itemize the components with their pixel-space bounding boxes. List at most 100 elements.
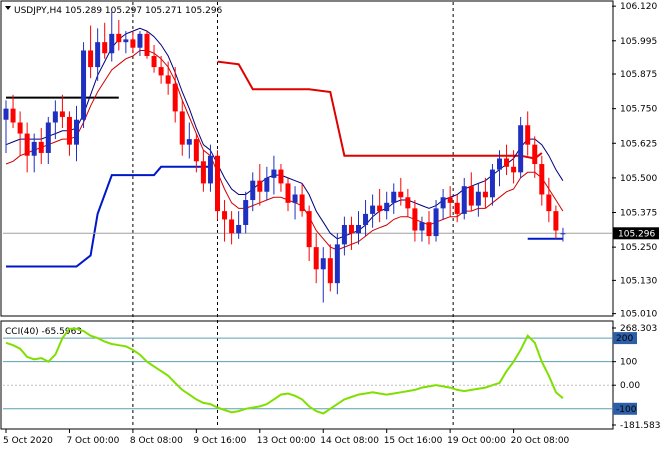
candle[interactable] xyxy=(356,211,361,245)
candle[interactable] xyxy=(348,216,354,250)
candle-body xyxy=(525,125,531,145)
candle[interactable] xyxy=(24,122,30,173)
candle[interactable] xyxy=(278,164,284,192)
candle[interactable] xyxy=(74,105,79,162)
candle[interactable] xyxy=(17,111,23,156)
candle[interactable] xyxy=(391,183,397,214)
candle[interactable] xyxy=(243,191,249,234)
candle[interactable] xyxy=(200,150,206,192)
candle[interactable] xyxy=(306,205,312,261)
candle[interactable] xyxy=(123,31,129,54)
candle[interactable] xyxy=(285,177,291,212)
price-header: USDJPY,H4 105.289 105.297 105.271 105.29… xyxy=(5,6,223,16)
candle[interactable] xyxy=(475,183,481,217)
candle[interactable] xyxy=(334,233,340,295)
candle[interactable] xyxy=(222,200,228,242)
candle[interactable] xyxy=(257,164,263,206)
candle[interactable] xyxy=(109,11,115,62)
candle[interactable] xyxy=(433,200,439,242)
candle-body xyxy=(292,194,298,203)
candle[interactable] xyxy=(151,44,157,73)
candle[interactable] xyxy=(405,188,411,217)
price-pane[interactable] xyxy=(0,0,614,317)
candle[interactable] xyxy=(66,111,72,156)
candle[interactable] xyxy=(116,20,122,51)
candle[interactable] xyxy=(130,31,136,54)
candle[interactable] xyxy=(426,211,432,245)
candle-body xyxy=(419,222,425,231)
candle[interactable] xyxy=(137,31,143,57)
candles[interactable] xyxy=(3,11,566,303)
candle[interactable] xyxy=(186,122,192,159)
candle[interactable] xyxy=(454,194,460,223)
candle[interactable] xyxy=(504,144,510,176)
candle[interactable] xyxy=(511,150,517,184)
candle[interactable] xyxy=(52,100,58,140)
collapse-triangle-icon[interactable] xyxy=(5,6,11,10)
candle[interactable] xyxy=(518,116,524,178)
candle[interactable] xyxy=(497,150,502,187)
candle[interactable] xyxy=(88,25,94,79)
candle-body xyxy=(151,56,157,68)
candle[interactable] xyxy=(377,188,383,223)
candle[interactable] xyxy=(31,133,37,173)
candle[interactable] xyxy=(384,191,390,220)
price-tick-label: 105.995 xyxy=(620,37,657,47)
candle[interactable] xyxy=(38,128,44,165)
candle[interactable] xyxy=(482,177,488,209)
candle[interactable] xyxy=(398,177,404,206)
candle[interactable] xyxy=(165,61,171,95)
candle[interactable] xyxy=(560,227,566,242)
candle[interactable] xyxy=(179,100,185,156)
candle[interactable] xyxy=(144,31,150,59)
candle[interactable] xyxy=(363,200,369,237)
candle[interactable] xyxy=(45,116,51,165)
cci-line xyxy=(5,327,564,415)
candle[interactable] xyxy=(440,188,446,220)
candle[interactable] xyxy=(553,205,559,239)
candle[interactable] xyxy=(419,216,425,242)
cci-pane[interactable] xyxy=(0,320,614,430)
candle[interactable] xyxy=(447,186,453,217)
candle[interactable] xyxy=(102,22,108,59)
candle[interactable] xyxy=(370,194,376,228)
candle[interactable] xyxy=(468,172,474,212)
candle[interactable] xyxy=(539,155,545,206)
candle[interactable] xyxy=(532,136,538,178)
price-title: USDJPY,H4 105.289 105.297 105.271 105.29… xyxy=(14,6,223,16)
candle[interactable] xyxy=(320,247,326,303)
candle-body xyxy=(447,197,453,203)
candle[interactable] xyxy=(461,177,467,220)
candle[interactable] xyxy=(546,177,552,223)
candle[interactable] xyxy=(59,94,65,129)
candle[interactable] xyxy=(313,233,319,284)
price-axis: 106.120 105.995 105.875 105.750 105.625 105.5… xyxy=(612,2,659,320)
candle[interactable] xyxy=(412,200,418,242)
candle[interactable] xyxy=(207,144,213,192)
candle[interactable] xyxy=(3,100,9,153)
candle[interactable] xyxy=(292,186,298,220)
candle[interactable] xyxy=(264,166,270,201)
candle[interactable] xyxy=(229,211,235,245)
candle[interactable] xyxy=(158,56,164,84)
candle-body xyxy=(250,180,256,201)
candle[interactable] xyxy=(525,111,531,156)
time-tick-label: 7 Oct 00:00 xyxy=(66,436,119,446)
candle[interactable] xyxy=(327,244,333,292)
candle[interactable] xyxy=(299,183,305,217)
candle[interactable] xyxy=(95,28,101,81)
candle[interactable] xyxy=(193,133,199,173)
candle[interactable] xyxy=(215,150,220,220)
candle[interactable] xyxy=(172,67,178,123)
candle-body xyxy=(74,119,79,145)
candle[interactable] xyxy=(250,172,256,212)
candle[interactable] xyxy=(489,164,495,206)
candle[interactable] xyxy=(236,211,242,239)
candle-body xyxy=(405,197,411,209)
candle-body xyxy=(363,213,369,225)
candle[interactable] xyxy=(81,42,87,129)
candle[interactable] xyxy=(341,216,347,256)
candle[interactable] xyxy=(271,155,277,195)
candle[interactable] xyxy=(10,94,16,129)
